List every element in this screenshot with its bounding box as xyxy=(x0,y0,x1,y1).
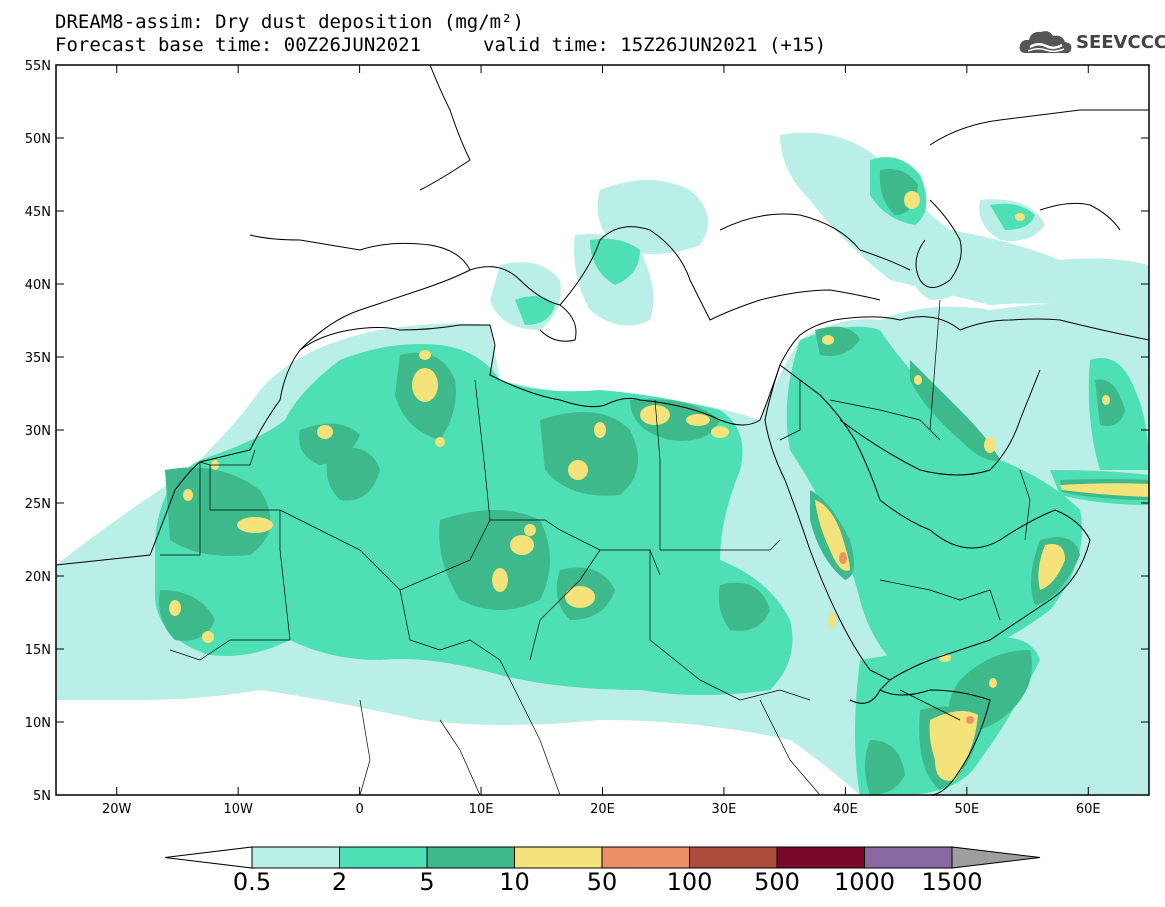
colorbar-over-triangle xyxy=(951,846,1041,869)
colorbar-label: 100 xyxy=(666,868,713,896)
colorbar-swatch xyxy=(339,846,428,869)
lat-label: 35N xyxy=(25,351,51,366)
logo-text: SEEVCCC xyxy=(1076,32,1165,53)
colorbar-label: 10 xyxy=(499,868,530,896)
lat-label: 10N xyxy=(25,716,51,731)
lat-label: 15N xyxy=(25,643,51,658)
colorbar-swatch xyxy=(426,846,515,869)
latitude-axis: 55N 50N 45N 40N 35N 30N 25N 20N 15N 10N 5N xyxy=(25,59,1149,804)
lon-label: 40E xyxy=(833,802,858,817)
contour-50-100 xyxy=(839,552,974,724)
forecast-base-time: Forecast base time: 00Z26JUN2021 xyxy=(55,34,422,56)
colorbar-label: 500 xyxy=(754,868,800,896)
lon-label: 20E xyxy=(590,802,615,817)
lat-label: 45N xyxy=(25,205,51,220)
lon-label: 10W xyxy=(223,802,253,817)
lon-label: 20W xyxy=(102,802,132,817)
colorbar-label: 0.5 xyxy=(232,868,272,896)
cloud-icon xyxy=(1019,31,1072,54)
seevccc-logo: SEEVCCC xyxy=(1018,25,1165,59)
colorbar-label: 1000 xyxy=(833,868,896,896)
colorbar xyxy=(164,846,1041,869)
lat-label: 50N xyxy=(25,132,51,147)
valid-time: valid time: 15Z26JUN2021 (+15) xyxy=(483,34,827,56)
colorbar-under-triangle xyxy=(164,846,253,869)
colorbar-swatch xyxy=(864,846,953,869)
lat-label: 40N xyxy=(25,278,51,293)
lat-label: 55N xyxy=(25,59,51,74)
coastlines xyxy=(56,65,1149,795)
lat-label: 20N xyxy=(25,570,51,585)
colorbar-label: 2 xyxy=(331,868,348,896)
lon-label: 60E xyxy=(1076,802,1101,817)
lon-label: 30E xyxy=(712,802,737,817)
lon-label: 0 xyxy=(355,802,363,817)
lat-label: 5N xyxy=(33,789,51,804)
colorbar-swatch xyxy=(601,846,690,869)
lat-label: 30N xyxy=(25,424,51,439)
colorbar-label: 1500 xyxy=(921,868,983,896)
longitude-axis: 20W 10W 0 10E 20E 30E 40E 50E 60E xyxy=(102,65,1101,817)
colorbar-label: 50 xyxy=(586,868,618,896)
colorbar-swatch xyxy=(776,846,865,869)
country-borders xyxy=(160,299,1031,795)
lon-label: 50E xyxy=(954,802,979,817)
colorbar-swatch xyxy=(689,846,778,869)
colorbar-swatch xyxy=(514,846,603,869)
map-title: DREAM8-assim: Dry dust deposition (mg/m²… xyxy=(55,11,524,33)
lat-label: 25N xyxy=(25,497,51,512)
colorbar-swatch xyxy=(251,846,340,869)
lon-label: 10E xyxy=(469,802,494,817)
colorbar-label: 5 xyxy=(419,868,435,896)
